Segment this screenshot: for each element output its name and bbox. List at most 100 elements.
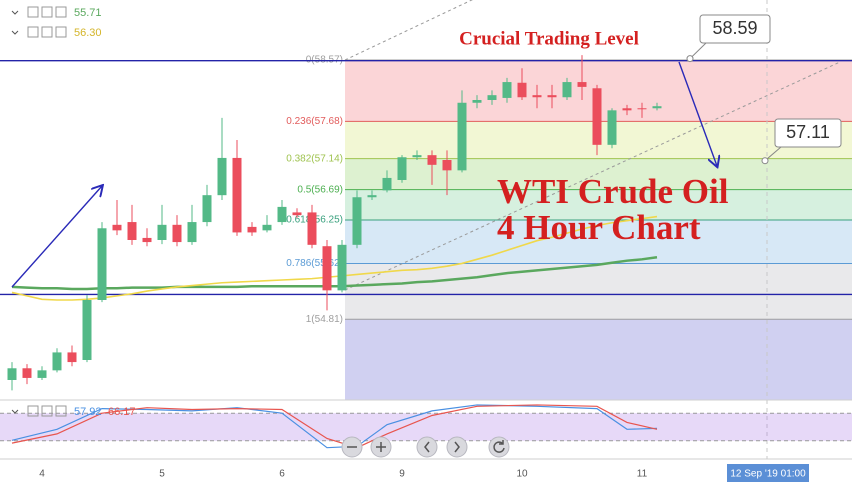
candle-body — [547, 95, 557, 98]
fib-label: 1(54.81) — [306, 314, 343, 325]
candle-body — [487, 95, 497, 100]
candle-body — [157, 224, 167, 240]
candle-body — [142, 237, 152, 243]
chart-title: Crucial Trading Level — [459, 28, 639, 49]
chevron — [11, 10, 19, 15]
candle-body — [7, 368, 17, 380]
annotation: WTI Crude Oil — [497, 172, 729, 211]
candle-body — [532, 95, 542, 98]
chevron — [11, 409, 19, 414]
icon — [55, 6, 67, 18]
oscillator-value: 57.92 — [74, 406, 102, 418]
fib-label: 0.5(56.69) — [297, 184, 343, 195]
oscillator-value: 66.17 — [108, 406, 136, 418]
fib-label: 0.236(57.68) — [286, 116, 343, 127]
flag-connector — [764, 146, 782, 162]
candle-body — [322, 246, 332, 291]
flag-box — [774, 118, 842, 148]
x-tick-label: 5 — [159, 469, 165, 480]
x-tick-label: 11 — [637, 469, 648, 480]
candle-body — [187, 222, 197, 243]
oscillator-line — [11, 404, 658, 449]
zoom-out-button[interactable] — [341, 436, 363, 458]
zoom-in-button[interactable] — [370, 436, 392, 458]
candle-body — [562, 82, 572, 98]
candle-body — [97, 228, 107, 300]
candle-body — [472, 100, 482, 103]
candle-body — [127, 222, 137, 240]
candle-body — [382, 177, 392, 191]
arrow — [11, 186, 102, 288]
flag-point — [761, 157, 769, 165]
candle-body — [637, 108, 647, 110]
legend: 55.71 56.30 — [11, 6, 102, 39]
crosshair-label: 12 Sep '19 01:00 — [730, 469, 806, 480]
icon — [27, 405, 39, 417]
candle-body — [577, 82, 587, 87]
candle-body — [412, 155, 422, 158]
candle-body — [652, 106, 662, 109]
x-tick-label: 4 — [39, 469, 45, 480]
candle-body — [112, 224, 122, 231]
flag-box — [699, 14, 771, 44]
candle-body — [262, 224, 272, 231]
candle-body — [67, 352, 77, 363]
candle-body — [517, 82, 527, 98]
crosshair-box — [727, 464, 809, 482]
flag-label: 58.59 — [712, 18, 757, 38]
x-tick-label: 10 — [516, 469, 528, 480]
oscillator-legend: 57.92 66.17 — [11, 405, 136, 418]
icon — [41, 26, 53, 38]
trend-line — [344, 61, 841, 291]
candle-body — [52, 352, 62, 371]
candle-body — [22, 368, 32, 378]
candle-body — [307, 212, 317, 245]
icon — [41, 405, 53, 417]
icon — [41, 6, 53, 18]
fib-label: 0.382(57.14) — [286, 153, 343, 164]
candle-body — [247, 226, 257, 233]
candle-body — [232, 157, 242, 233]
candle-body — [37, 370, 47, 378]
scroll-left-button[interactable] — [416, 436, 438, 458]
candle-body — [622, 108, 632, 111]
candle-body — [202, 195, 212, 223]
flag-label: 57.11 — [786, 122, 830, 142]
fib-band — [345, 319, 852, 400]
candle-body — [607, 110, 617, 145]
reset-button[interactable] — [488, 436, 510, 458]
candle-body — [457, 102, 467, 171]
legend-value: 55.71 — [74, 7, 102, 19]
annotation: 4 Hour Chart — [497, 208, 701, 247]
toolbar — [341, 436, 510, 458]
candle-body — [277, 206, 287, 223]
candle-body — [427, 155, 437, 165]
candle-body — [397, 157, 407, 180]
candle-body — [367, 195, 377, 198]
scroll-right-button[interactable] — [446, 436, 468, 458]
chevron — [11, 30, 19, 35]
x-tick-label: 9 — [399, 469, 405, 480]
candle-body — [82, 300, 92, 360]
candle-body — [442, 160, 452, 171]
x-tick-label: 6 — [279, 469, 285, 480]
flag-point — [686, 55, 694, 63]
candle-body — [352, 197, 362, 245]
icon — [55, 26, 67, 38]
icon — [27, 6, 39, 18]
candle-body — [217, 157, 227, 196]
icon — [27, 26, 39, 38]
flag-connector — [689, 42, 707, 59]
fib-band — [345, 263, 852, 320]
candle-body — [172, 224, 182, 243]
moving-average — [11, 215, 658, 301]
moving-average — [11, 256, 658, 291]
candle-body — [337, 244, 347, 291]
candle-body — [502, 82, 512, 98]
legend-value: 56.30 — [74, 27, 102, 39]
time-axis — [0, 459, 852, 485]
candle-body — [292, 212, 302, 216]
